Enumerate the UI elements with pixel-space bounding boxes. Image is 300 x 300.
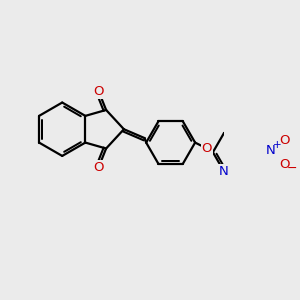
Text: O: O xyxy=(279,158,290,171)
Text: O: O xyxy=(93,160,104,174)
Text: N: N xyxy=(266,144,276,157)
Text: O: O xyxy=(93,85,104,98)
Text: N: N xyxy=(219,165,229,178)
Text: +: + xyxy=(273,140,282,150)
Text: −: − xyxy=(286,162,297,175)
Text: O: O xyxy=(279,134,290,147)
Text: O: O xyxy=(202,142,212,155)
